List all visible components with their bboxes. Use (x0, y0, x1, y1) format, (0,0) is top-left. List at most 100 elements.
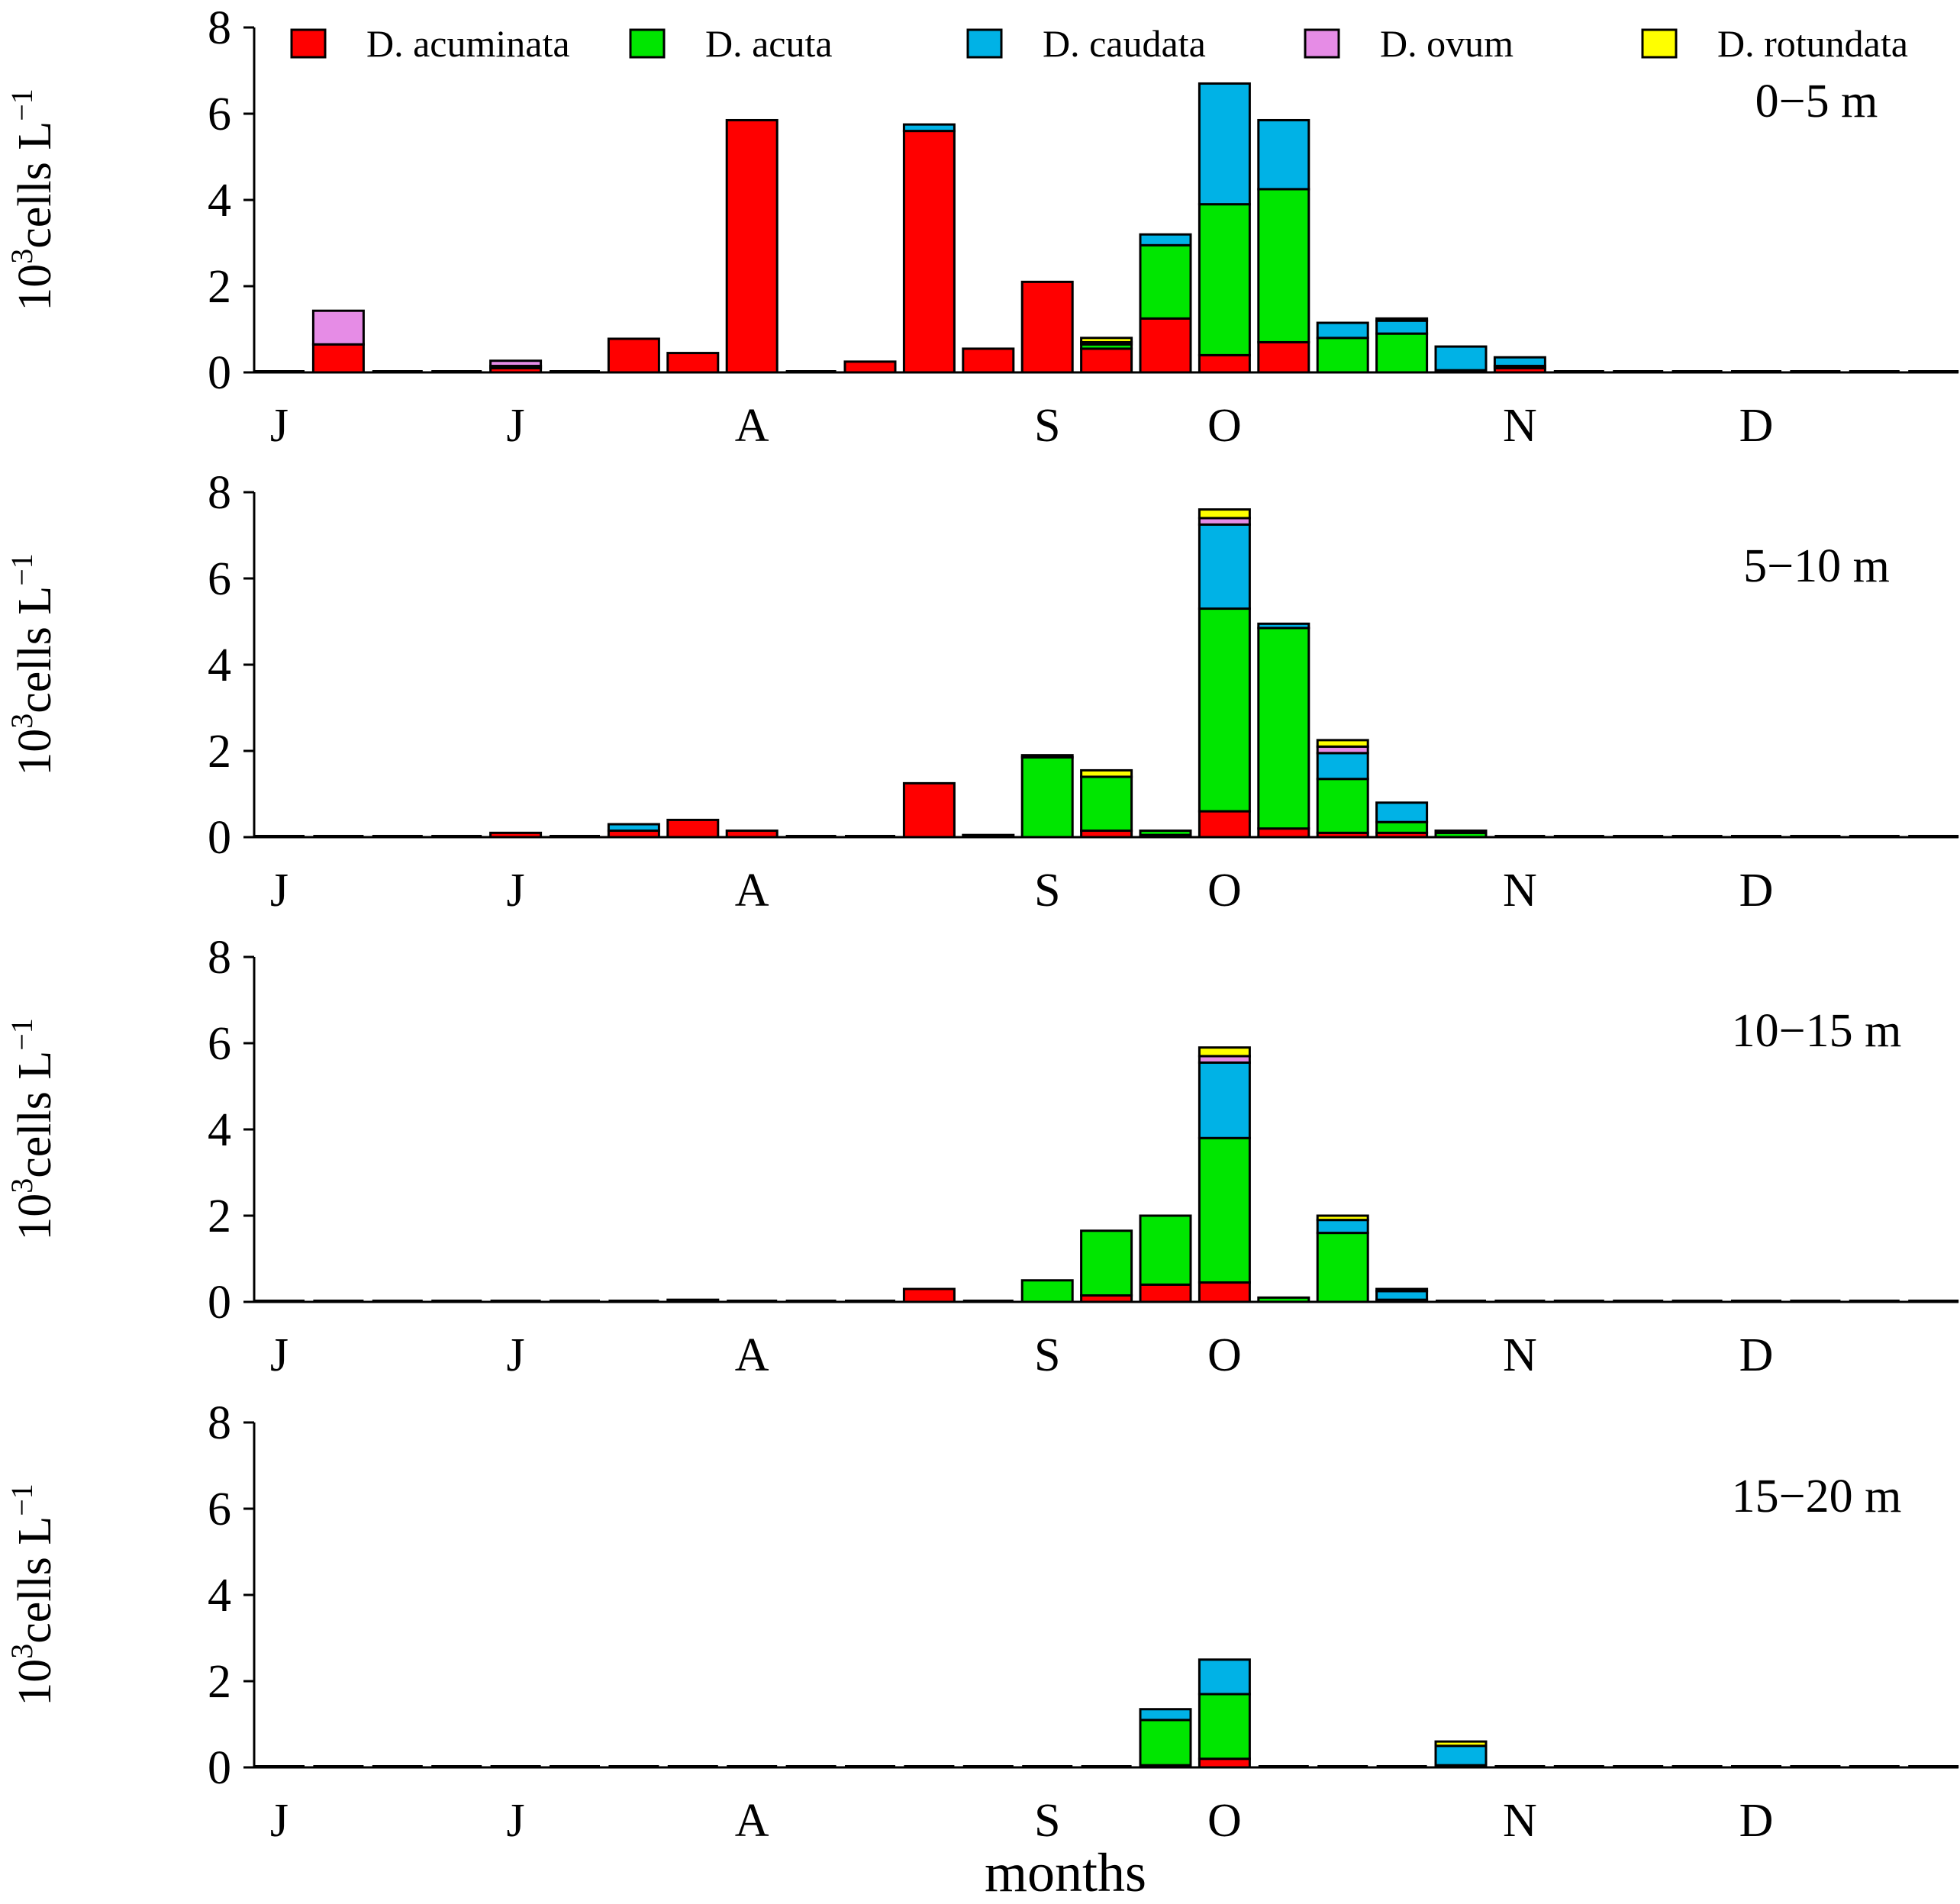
bar-segment-dcaudata (1198, 523, 1251, 611)
y-tick-label: 0 (208, 812, 231, 864)
month-label: J (270, 865, 289, 917)
bar-segment-dacuminata (902, 130, 956, 374)
bar-segment-dacuminata (1020, 280, 1074, 374)
month-label: J (507, 1795, 525, 1847)
y-axis-title-unit: cells L (9, 1051, 61, 1178)
legend-entry: D. caudata (966, 22, 1206, 65)
bar-segment-dacuta (1257, 1296, 1310, 1303)
bar-segment-dcaudata (1375, 1290, 1429, 1301)
bar-segment-dacuminata (1257, 827, 1310, 839)
month-label: D (1739, 865, 1774, 917)
bar-segment-dcaudata (607, 823, 660, 833)
y-axis-title-base: 10 (9, 729, 61, 776)
y-tick-label: 6 (208, 553, 231, 605)
month-label: O (1207, 1329, 1242, 1381)
bar-segment-drotundata (1080, 337, 1133, 343)
bar-segment-drotundata (1434, 1740, 1488, 1748)
bar-segment-dacuta (1316, 778, 1369, 834)
month-label: N (1503, 1795, 1537, 1847)
legend-swatch (1304, 28, 1340, 59)
bar-segment-drotundata (1198, 508, 1251, 520)
y-axis-title-unit: cells L (9, 121, 61, 249)
y-tick-label: 8 (208, 2, 231, 54)
bar-segment-dcaudata (1434, 345, 1488, 372)
bar-segment-dacuta (1080, 1229, 1133, 1297)
bar-segment-dcaudata (1434, 1745, 1488, 1767)
y-axis-title-exponent: 3 (5, 1178, 39, 1194)
legend-entry: D. ovum (1304, 22, 1514, 65)
month-label: J (270, 400, 289, 452)
bar-segment-dacuminata (666, 1298, 720, 1303)
y-tick-label: 4 (208, 1104, 231, 1156)
bar-segment-dacuminata (489, 831, 543, 839)
panel-depth-label: 15−20 m (1732, 1471, 1902, 1522)
month-label: N (1503, 1329, 1537, 1381)
y-tick-label: 4 (208, 175, 231, 227)
month-label: J (507, 1329, 525, 1381)
bar-segment-dacuta (1080, 775, 1133, 833)
month-label: A (735, 400, 769, 452)
y-axis-title: 103cells L−1 (5, 89, 61, 311)
month-label: A (735, 1795, 769, 1847)
y-tick-label: 4 (208, 639, 231, 691)
y-tick-label: 2 (208, 261, 231, 313)
y-axis-title: 103cells L−1 (5, 553, 61, 776)
bar-segment-drotundata (1375, 317, 1429, 322)
legend-swatch (966, 28, 1003, 59)
bar-segment-dacuminata (666, 818, 720, 839)
bar-segment-dovum (311, 309, 365, 346)
bar-segment-dcaudata (1198, 1061, 1251, 1139)
bar-segment-dacuminata (1257, 340, 1310, 374)
bar-segment-dacuta (1375, 820, 1429, 834)
legend-entry: D. acuminata (290, 22, 570, 65)
panel-1: 0 2 4 6 8 103cells L−1 J J A S O N D 0−5 m (5, 2, 1959, 452)
bar-segment-dovum (489, 359, 543, 368)
bar-segment-dcaudata (1316, 1219, 1369, 1235)
month-label: D (1739, 1329, 1774, 1381)
y-tick-label: 4 (208, 1570, 231, 1622)
y-axis-title-base: 10 (9, 1194, 61, 1241)
legend-label: D. acuminata (366, 22, 570, 65)
month-label: J (270, 1329, 289, 1381)
bar-segment-dacuminata (902, 781, 956, 839)
y-axis-title: 103cells L−1 (5, 1484, 61, 1706)
bar-segment-drotundata (1316, 1214, 1369, 1222)
month-label: S (1034, 400, 1060, 452)
y-axis-title-unit-exponent: −1 (5, 89, 39, 121)
bar-segment-dacuta (1020, 755, 1074, 839)
bar-segment-dacuta (1257, 627, 1310, 830)
month-label: O (1207, 865, 1242, 917)
bar-segment-dcaudata (1139, 1708, 1192, 1722)
y-axis-title-unit-exponent: −1 (5, 1018, 39, 1051)
bar-segment-dacuminata (1198, 1281, 1251, 1303)
month-label: N (1503, 400, 1537, 452)
y-axis-title-base: 10 (9, 264, 61, 311)
bar-segment-drotundata (1375, 1287, 1429, 1293)
month-label: A (735, 865, 769, 917)
y-axis-title: 103cells L−1 (5, 1018, 61, 1241)
panel-4: 0 2 4 6 8 103cells L−1 J J A S O N D 15−20 m (5, 1397, 1959, 1847)
legend-entry: D. acuta (629, 22, 833, 65)
bar-segment-dacuta (1139, 1719, 1192, 1767)
y-axis-title-unit: cells L (9, 586, 61, 714)
bar-segment-dacuminata (962, 833, 1015, 839)
bar-segment-dacuminata (1139, 317, 1192, 374)
legend-label: D. rotundata (1717, 22, 1908, 65)
y-axis-title-base: 10 (9, 1659, 61, 1706)
y-axis-title-exponent: 3 (5, 1644, 39, 1659)
bar-segment-dacuminata (902, 1287, 956, 1303)
y-axis-title-unit-exponent: −1 (5, 553, 39, 586)
bar-segment-dcaudata (1257, 622, 1310, 630)
y-tick-label: 2 (208, 1190, 231, 1242)
y-tick-label: 0 (208, 1277, 231, 1329)
panel-depth-label: 10−15 m (1732, 1005, 1902, 1057)
bar-segment-dacuta (1020, 1279, 1074, 1303)
y-tick-label: 0 (208, 1742, 231, 1794)
bar-segment-drotundata (1080, 768, 1133, 778)
bar-segment-dacuminata (607, 337, 660, 374)
legend-label: D. acuta (705, 22, 833, 65)
month-label: O (1207, 1795, 1242, 1847)
bar-segment-dacuta (1198, 203, 1251, 356)
y-tick-label: 6 (208, 89, 231, 140)
